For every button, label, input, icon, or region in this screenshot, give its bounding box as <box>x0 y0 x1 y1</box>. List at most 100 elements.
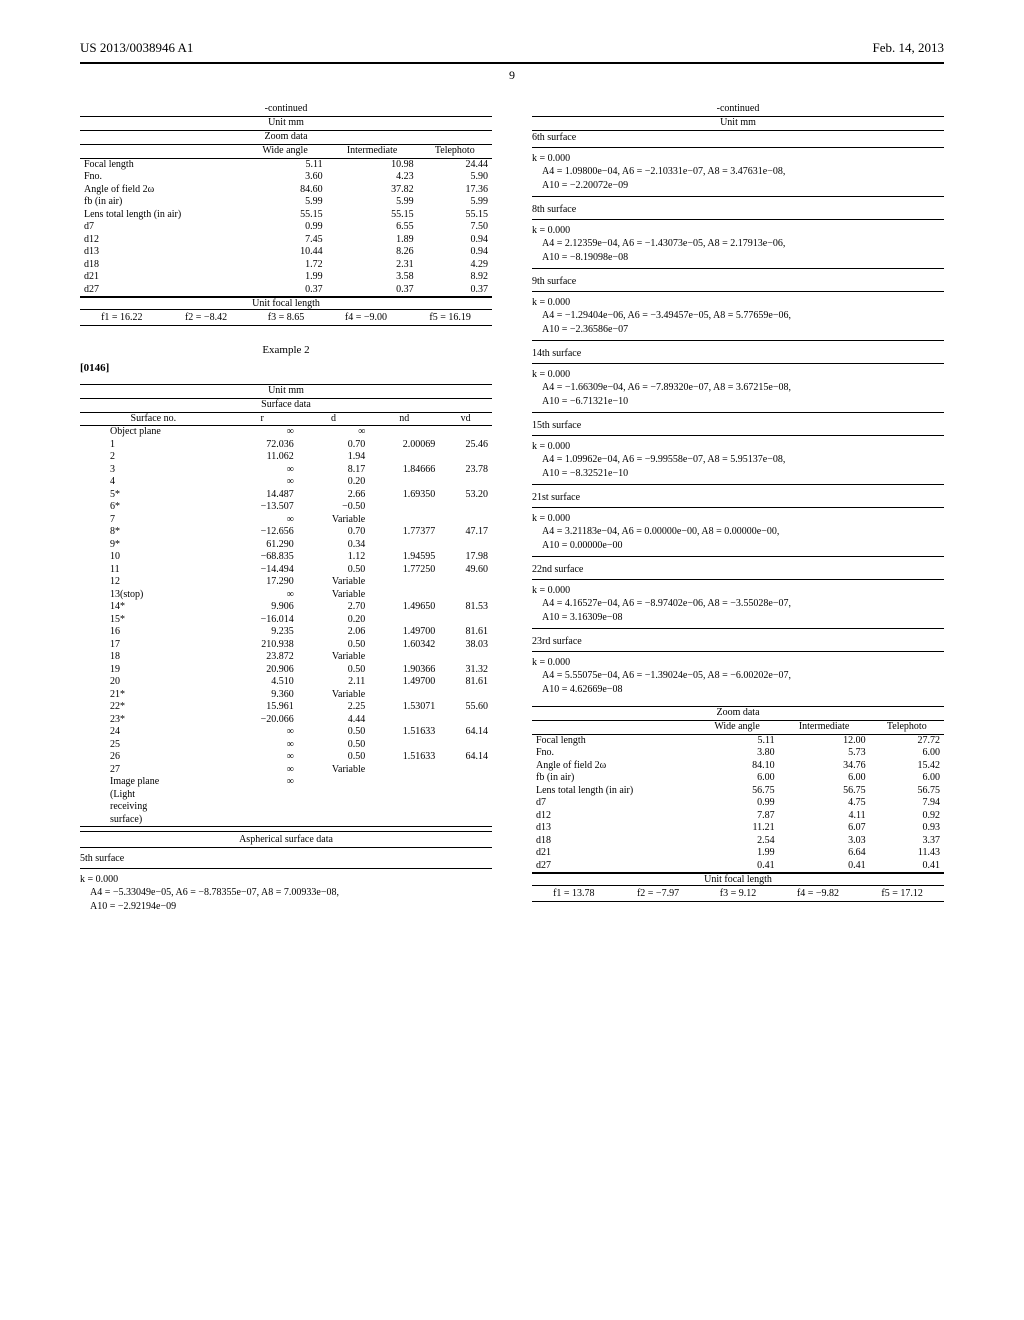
table-row: fb (in air)6.006.006.00 <box>532 772 944 785</box>
cell: 27.72 <box>870 734 944 747</box>
cell <box>369 764 439 777</box>
cell: 10.44 <box>244 246 327 259</box>
cell: Lens total length (in air) <box>532 785 696 798</box>
cell: −68.835 <box>227 551 298 564</box>
asph-block: 6th surfacek = 0.000A4 = 1.09800e−04, A6… <box>532 131 944 197</box>
cell: 0.34 <box>298 539 369 552</box>
cell: 11.21 <box>696 822 779 835</box>
cell: 8.26 <box>327 246 418 259</box>
cell <box>227 814 298 827</box>
cell <box>369 689 439 702</box>
cell: 3.37 <box>870 835 944 848</box>
table-row: 6*−13.507−0.50 <box>80 501 492 514</box>
table-row: 21*9.360Variable <box>80 689 492 702</box>
cell: d7 <box>532 797 696 810</box>
cell <box>439 476 492 489</box>
f1r: f1 = 13.78 <box>532 888 616 901</box>
cell: Fno. <box>80 171 244 184</box>
cell: 1.49700 <box>369 676 439 689</box>
asph-block: 9th surfacek = 0.000A4 = −1.29404e−06, A… <box>532 275 944 341</box>
cell: 5.90 <box>418 171 492 184</box>
cell: 4.29 <box>418 259 492 272</box>
cell: d18 <box>532 835 696 848</box>
cell: 10.98 <box>327 158 418 171</box>
asph-block: 22nd surfacek = 0.000A4 = 4.16527e−04, A… <box>532 563 944 629</box>
table-row: d70.994.757.94 <box>532 797 944 810</box>
cell: Focal length <box>532 734 696 747</box>
cell: 21* <box>80 689 227 702</box>
f5r: f5 = 17.12 <box>860 888 944 901</box>
table-row: receiving <box>80 801 492 814</box>
cell: 1.53071 <box>369 701 439 714</box>
zoom-hdr-2: Intermediate <box>327 145 418 158</box>
table-row: d270.370.370.37 <box>80 284 492 297</box>
cell: 81.53 <box>439 601 492 614</box>
cell: d27 <box>532 860 696 873</box>
cell: −14.494 <box>227 564 298 577</box>
left-column: -continued Unit mm Zoom data Wide angle … <box>80 103 492 931</box>
cell: 0.41 <box>696 860 779 873</box>
cell: ∞ <box>227 464 298 477</box>
cell: Focal length <box>80 158 244 171</box>
cell: 72.036 <box>227 439 298 452</box>
paragraph-num: [0146] <box>80 362 492 374</box>
cell: 24 <box>80 726 227 739</box>
k-line: k = 0.000 <box>532 440 944 454</box>
cell: 84.60 <box>244 184 327 197</box>
table-row: Fno.3.604.235.90 <box>80 171 492 184</box>
cell: 56.75 <box>696 785 779 798</box>
asph-title: Aspherical surface data <box>80 831 492 848</box>
cell: ∞ <box>227 726 298 739</box>
zoom-table-r: Wide angle Intermediate Telephoto Focal … <box>532 721 944 873</box>
patent-date: Feb. 14, 2013 <box>873 40 945 56</box>
asph-block: 14th surfacek = 0.000A4 = −1.66309e−04, … <box>532 347 944 413</box>
cell: 6.00 <box>870 772 944 785</box>
cell: 1.84666 <box>369 464 439 477</box>
cell <box>369 814 439 827</box>
zoom-title: Zoom data <box>80 131 492 142</box>
cell: 17.36 <box>418 184 492 197</box>
cell: 3 <box>80 464 227 477</box>
a-line: A4 = −1.29404e−06, A6 = −3.49457e−05, A8… <box>532 309 944 323</box>
cell: 0.20 <box>298 476 369 489</box>
cell: fb (in air) <box>80 196 244 209</box>
page-number: 9 <box>80 68 944 83</box>
zoom-table: Wide angle Intermediate Telephoto Focal … <box>80 145 492 297</box>
cell: Image plane <box>80 776 227 789</box>
cell: 49.60 <box>439 564 492 577</box>
cell <box>369 501 439 514</box>
table-row: 26∞0.501.5163364.14 <box>80 751 492 764</box>
cell: 27 <box>80 764 227 777</box>
cell: 19 <box>80 664 227 677</box>
cell <box>369 514 439 527</box>
cell: 0.94 <box>418 234 492 247</box>
zoom-title-r: Zoom data <box>532 707 944 718</box>
cell: 3.03 <box>779 835 870 848</box>
cell: 23.78 <box>439 464 492 477</box>
cell <box>439 764 492 777</box>
table-row: 10−68.8351.121.9459517.98 <box>80 551 492 564</box>
cell: 15.42 <box>870 760 944 773</box>
cell: 8.92 <box>418 271 492 284</box>
cell: −16.014 <box>227 614 298 627</box>
cell: 13(stop) <box>80 589 227 602</box>
cell: 1.12 <box>298 551 369 564</box>
cell: 2.11 <box>298 676 369 689</box>
table-row: 14*9.9062.701.4965081.53 <box>80 601 492 614</box>
cell: 6.64 <box>779 847 870 860</box>
cell: 16 <box>80 626 227 639</box>
cell: fb (in air) <box>532 772 696 785</box>
f4r: f4 = −9.82 <box>776 888 861 901</box>
cell: ∞ <box>227 589 298 602</box>
zoom-hdr-r0 <box>532 721 696 734</box>
cell: d21 <box>80 271 244 284</box>
cell: ∞ <box>227 776 298 789</box>
b-line: A10 = −2.20072e−09 <box>532 179 944 198</box>
zoom-hdr-3: Telephoto <box>418 145 492 158</box>
cell <box>369 451 439 464</box>
cell: Variable <box>298 764 369 777</box>
table-row: 27∞Variable <box>80 764 492 777</box>
table-row: d270.410.410.41 <box>532 860 944 873</box>
cell: 1.51633 <box>369 751 439 764</box>
a-line: A4 = 3.21183e−04, A6 = 0.00000e−00, A8 =… <box>532 525 944 539</box>
